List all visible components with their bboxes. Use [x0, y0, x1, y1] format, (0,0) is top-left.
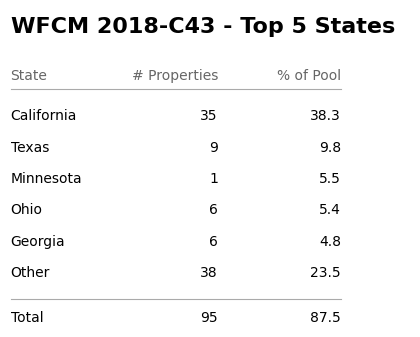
Text: 23.5: 23.5: [310, 266, 341, 280]
Text: 9.8: 9.8: [319, 141, 341, 155]
Text: 35: 35: [200, 109, 218, 123]
Text: Total: Total: [10, 311, 43, 325]
Text: 9: 9: [209, 141, 218, 155]
Text: 87.5: 87.5: [310, 311, 341, 325]
Text: Georgia: Georgia: [10, 235, 65, 249]
Text: 6: 6: [209, 203, 218, 217]
Text: 4.8: 4.8: [319, 235, 341, 249]
Text: # Properties: # Properties: [131, 68, 218, 83]
Text: Texas: Texas: [10, 141, 49, 155]
Text: 38: 38: [200, 266, 218, 280]
Text: 95: 95: [200, 311, 218, 325]
Text: 5.5: 5.5: [319, 172, 341, 186]
Text: Ohio: Ohio: [10, 203, 42, 217]
Text: 6: 6: [209, 235, 218, 249]
Text: 1: 1: [209, 172, 218, 186]
Text: Other: Other: [10, 266, 50, 280]
Text: 5.4: 5.4: [319, 203, 341, 217]
Text: 38.3: 38.3: [310, 109, 341, 123]
Text: State: State: [10, 68, 47, 83]
Text: WFCM 2018-C43 - Top 5 States: WFCM 2018-C43 - Top 5 States: [10, 17, 395, 37]
Text: Minnesota: Minnesota: [10, 172, 82, 186]
Text: California: California: [10, 109, 77, 123]
Text: % of Pool: % of Pool: [277, 68, 341, 83]
